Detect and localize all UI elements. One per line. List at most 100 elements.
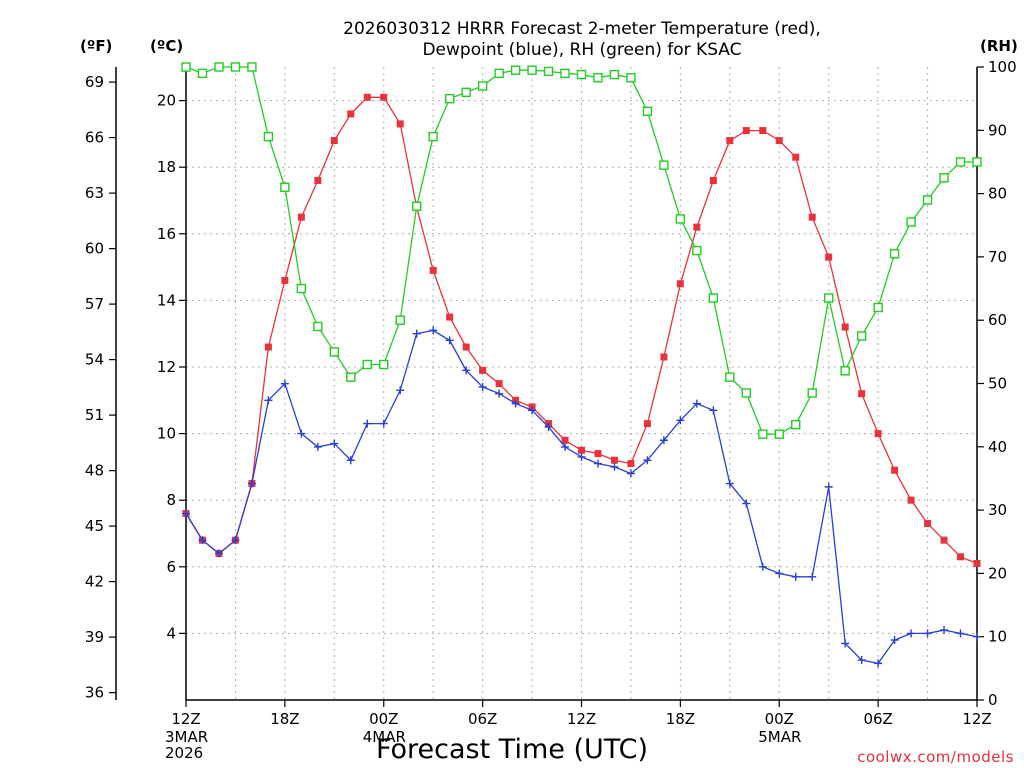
data-point [462,366,471,375]
data-point [725,372,735,382]
data-point [495,380,503,388]
celsius-tick-label: 20 [157,92,176,110]
data-point [280,182,290,192]
rh-tick-label: 10 [988,628,1007,646]
data-point [742,499,751,508]
data-point [693,223,701,231]
data-point [593,459,602,468]
fahrenheit-tick-label: 36 [85,684,104,702]
site-credit: coolwx.com/models [857,748,1014,766]
data-point [561,436,569,444]
data-point [264,396,273,405]
data-point [725,479,734,488]
rh-tick-label: 70 [988,248,1007,266]
series-dewpoint [182,326,981,668]
data-point [659,436,668,445]
data-point [297,429,306,438]
celsius-tick-label: 10 [157,425,176,443]
time-tick-label: 00Z [765,710,794,728]
data-point [313,442,322,451]
data-point [808,572,817,581]
data-point [643,420,651,428]
data-point [197,68,208,79]
data-point [774,429,784,439]
data-point [593,73,603,83]
data-point [922,195,933,205]
celsius-tick-label: 16 [157,225,176,243]
data-point [543,66,554,77]
data-point [428,131,438,142]
x-axis-title: Forecast Time (UTC) [376,734,648,765]
celsius-tick-label: 12 [157,358,176,376]
data-point [626,469,635,478]
data-point [791,572,800,581]
data-point [198,536,207,545]
data-point [396,120,404,128]
data-point [544,422,553,431]
data-point [528,406,537,415]
fahrenheit-tick-label: 42 [85,573,104,591]
data-point [924,520,932,528]
data-point [445,336,454,345]
rh-unit-label: (RH) [980,37,1018,55]
data-point [741,388,751,398]
data-point [791,419,801,430]
data-point [610,456,618,464]
data-point [758,562,767,571]
data-point [412,329,421,338]
data-point [329,347,340,357]
data-point [891,466,899,474]
data-point [477,81,488,91]
time-tick-label: 06Z [468,710,497,728]
fahrenheit-tick-label: 39 [85,628,104,646]
data-point [841,639,850,648]
time-tick-label: 00Z [369,710,398,728]
data-point [840,366,850,376]
data-point [527,65,537,75]
data-point [560,68,570,79]
data-point [758,429,768,439]
data-point [939,173,949,183]
data-point [347,110,355,118]
data-point [379,419,388,428]
data-point [380,93,388,101]
data-point [973,559,981,567]
data-point [576,69,587,80]
data-point [297,213,305,221]
data-point [642,106,653,117]
data-point [181,62,191,72]
data-point [214,62,224,72]
data-point [858,390,866,398]
data-point [759,127,767,135]
time-date-label: 4MAR [363,728,406,746]
data-point [247,62,257,72]
data-point [511,399,520,408]
data-point [346,372,356,382]
fahrenheit-tick-label: 63 [85,184,104,202]
rh-tick-label: 0 [988,691,998,709]
data-point [231,536,240,545]
data-point [923,629,932,638]
chart-title-line-2: Dewpoint (blue), RH (green) for KSAC [422,40,741,60]
series-relative-humidity [181,62,982,439]
time-tick-label: 06Z [863,710,892,728]
data-point [626,73,636,83]
data-point [230,62,241,72]
data-point [446,313,454,321]
data-point [561,442,570,451]
data-point [692,245,702,256]
data-point [841,323,849,331]
time-tick-label: 12Z [171,710,200,728]
data-point [429,266,437,274]
data-point [444,93,455,104]
chart-title-line-1: 2026030312 HRRR Forecast 2-meter Tempera… [343,19,821,39]
data-point [594,450,602,458]
data-point [955,157,966,167]
data-point [857,656,866,665]
celsius-tick-label: 8 [166,491,176,509]
rh-tick-label: 50 [988,375,1007,393]
data-point [709,177,717,185]
data-point [957,553,965,561]
